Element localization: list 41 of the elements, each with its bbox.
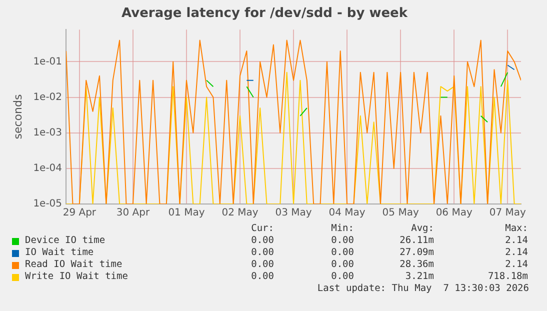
x-tick-label: 29 Apr [62,208,97,219]
text: 0.00 [330,259,354,271]
chart-title: Average latency for /dev/sdd - by week [122,6,408,22]
text: 3.21m [404,271,434,283]
legend-label: Read IO Wait time [25,259,122,271]
x-tick-label: 06 May [436,208,472,219]
y-tick-label: 1e-04 [33,163,62,174]
text: Max: [504,223,528,235]
text: 0.00 [250,259,274,271]
x-tick-label: 05 May [382,208,419,219]
text: 0.00 [250,235,274,247]
text: 0.00 [330,271,354,283]
x-tick-label: 30 Apr [116,208,150,219]
x-tick-label: 07 May [489,208,526,219]
legend-label: Device IO time [25,235,106,247]
x-tick-label: 04 May [328,208,366,219]
text: Min: [330,223,354,235]
text: 27.09m [398,247,434,259]
text: Cur: [250,223,274,235]
text: 2.14 [504,247,528,259]
text: 28.36m [398,259,434,271]
text: 0.00 [330,235,354,247]
text: 2.14 [504,259,528,271]
text: Avg: [410,223,434,235]
x-tick-label: 02 May [222,208,258,219]
x-tick-label: 01 May [168,208,205,219]
text: 26.11m [398,235,434,247]
x-tick-label: 03 May [275,208,312,219]
y-axis-title: seconds [11,94,24,140]
y-tick-label: 1e-03 [33,127,62,138]
text: 718.18m [486,271,528,283]
text: 0.00 [330,247,354,259]
text: 0.00 [250,247,274,259]
y-tick-label: 1e-02 [33,92,62,103]
legend-label: Write IO Wait time [25,271,128,283]
y-tick-label: 1e-05 [33,198,62,210]
legend-label: IO Wait time [25,247,94,259]
text: Last update: Thu May 7 13:30:03 2026 [317,283,529,294]
text: 2.14 [504,235,528,247]
text: 0.00 [250,271,274,283]
y-tick-label: 1e-01 [33,56,62,68]
